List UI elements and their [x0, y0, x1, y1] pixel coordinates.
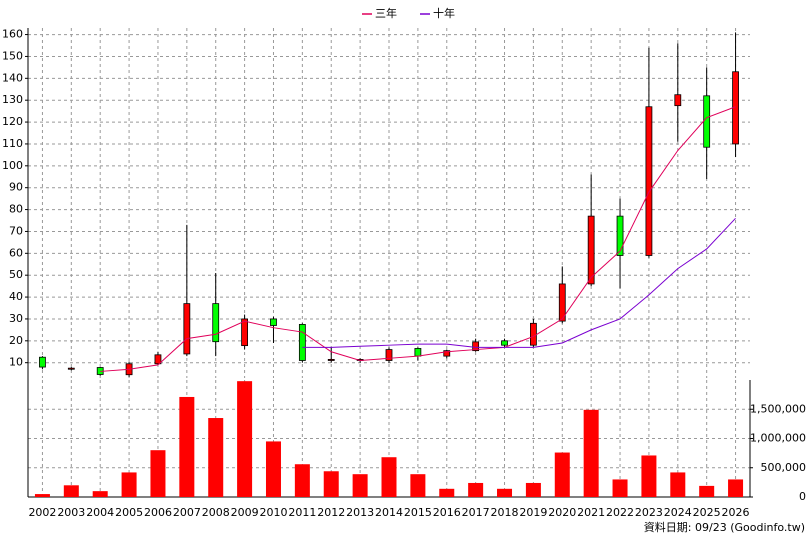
volume-bar: [554, 452, 570, 497]
volume-tick-label: 1,000,000: [750, 432, 806, 445]
candle-body: [385, 349, 393, 361]
y-tick-label: 40: [9, 290, 23, 303]
x-tick-label: 2015: [404, 506, 432, 519]
y-tick-label: 90: [9, 181, 23, 194]
candle-body: [298, 324, 306, 361]
x-tick-label: 2017: [462, 506, 490, 519]
x-tick-label: 2011: [288, 506, 316, 519]
x-tick-label: 2003: [57, 506, 85, 519]
ma-line: [100, 106, 736, 372]
y-tick-label: 30: [9, 312, 23, 325]
candle-body: [39, 356, 46, 368]
volume-bar: [468, 482, 484, 497]
x-tick-label: 2024: [664, 506, 692, 519]
candle-body: [67, 367, 75, 370]
volume-tick-label: 500,000: [761, 461, 807, 474]
x-tick-label: 2006: [144, 506, 172, 519]
x-tick-label: 2007: [173, 506, 201, 519]
x-tick-label: 2021: [577, 506, 605, 519]
x-tick-label: 2008: [202, 506, 230, 519]
x-tick-label: 2014: [375, 506, 403, 519]
candle-body: [241, 318, 249, 347]
candle-body: [270, 318, 277, 326]
volume-bar: [34, 494, 50, 497]
y-tick-label: 100: [2, 159, 23, 172]
volume-bar: [641, 455, 657, 497]
y-tick-label: 50: [9, 268, 23, 281]
volume-bar: [208, 418, 224, 497]
candle-body: [327, 359, 335, 361]
volume-bar: [439, 488, 455, 497]
x-tick-label: 2004: [86, 506, 114, 519]
y-tick-label: 120: [2, 115, 23, 128]
footnote: 資料日期: 09/23 (Goodinfo.tw): [644, 520, 805, 534]
volume-bar: [612, 479, 628, 497]
y-tick-label: 20: [9, 334, 23, 347]
volume-bar: [63, 485, 79, 497]
volume-tick-label: 1,500,000: [750, 402, 806, 415]
volume-bar: [121, 472, 137, 497]
x-tick-label: 2019: [519, 506, 547, 519]
volume-bar: [583, 409, 599, 497]
candle-body: [501, 340, 508, 346]
y-tick-label: 70: [9, 224, 23, 237]
volume-bar: [728, 479, 744, 497]
x-tick-label: 2025: [693, 506, 721, 519]
x-tick-label: 2009: [231, 506, 259, 519]
candle-body: [414, 348, 422, 357]
x-tick-label: 2016: [433, 506, 461, 519]
x-tick-label: 2002: [28, 506, 56, 519]
x-tick-label: 2012: [317, 506, 345, 519]
candle-body: [674, 94, 682, 107]
volume-tick-label: 0: [799, 490, 806, 503]
volume-bar: [410, 474, 426, 497]
candle-body: [154, 354, 162, 365]
volume-bar: [294, 464, 310, 497]
x-tick-label: 2022: [606, 506, 634, 519]
volume-bar: [497, 488, 513, 497]
candle-body: [472, 341, 480, 352]
volume-bar: [381, 457, 397, 497]
candle-body: [443, 350, 451, 357]
x-tick-label: 2023: [635, 506, 663, 519]
candle-body: [616, 215, 624, 256]
candle-body: [703, 95, 711, 148]
y-tick-label: 150: [2, 49, 23, 62]
volume-bar: [92, 491, 108, 497]
y-tick-label: 110: [2, 137, 23, 150]
x-tick-label: 2018: [491, 506, 519, 519]
y-tick-label: 160: [2, 28, 23, 41]
volume-bar: [352, 474, 368, 497]
legend-label: 十年: [433, 6, 455, 20]
volume-bar: [265, 441, 281, 497]
y-tick-label: 130: [2, 93, 23, 106]
candle-body: [587, 215, 595, 285]
volume-bar: [179, 396, 195, 497]
candle-body: [530, 322, 537, 346]
volume-bar: [699, 485, 715, 497]
x-tick-label: 2010: [259, 506, 287, 519]
volume-bar: [525, 482, 541, 497]
y-tick-label: 10: [9, 356, 23, 369]
candle-body: [212, 303, 220, 343]
volume-bar: [670, 472, 686, 497]
x-tick-label: 2020: [548, 506, 576, 519]
volume-bar: [323, 471, 339, 497]
x-tick-label: 2026: [722, 506, 750, 519]
volume-bar: [150, 450, 166, 497]
x-tick-label: 2005: [115, 506, 143, 519]
ma-line: [302, 217, 736, 348]
legend-label: 三年: [375, 6, 397, 20]
candle-body: [183, 303, 191, 355]
y-tick-label: 140: [2, 71, 23, 84]
x-tick-label: 2013: [346, 506, 374, 519]
y-tick-label: 60: [9, 246, 23, 259]
y-tick-label: 80: [9, 203, 23, 216]
candle-body: [645, 106, 653, 256]
candle-body: [558, 283, 566, 322]
volume-bar: [237, 381, 253, 497]
